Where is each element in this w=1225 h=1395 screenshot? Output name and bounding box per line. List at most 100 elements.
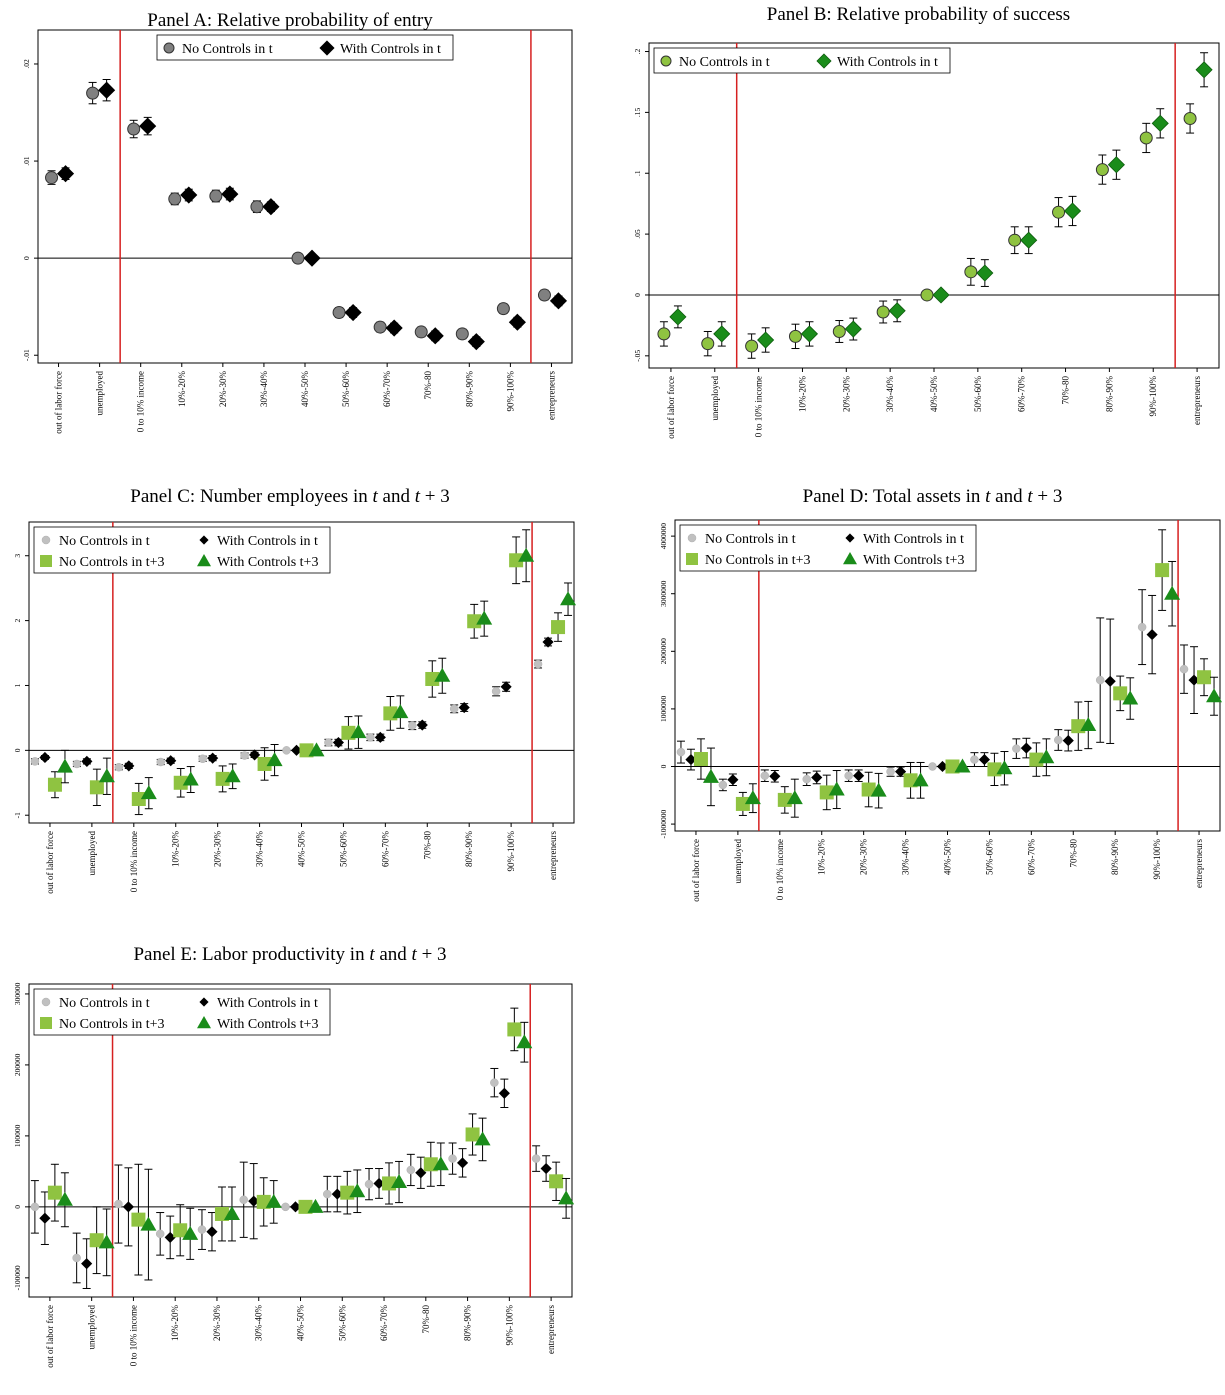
point-no-controls-in-t-30-40 — [886, 767, 895, 776]
point-with-controls-t-3-entrepreneurs — [1206, 688, 1223, 703]
point-no-controls-in-t-out-of-labor-force — [657, 327, 671, 341]
point-no-controls-in-t-60-70 — [1012, 744, 1021, 753]
point-no-controls-in-t-50-60 — [323, 1189, 332, 1199]
point-with-controls-in-t-10-20 — [800, 325, 819, 343]
panel-e-title-plus: + 3 — [416, 944, 447, 965]
point-no-controls-in-t-3-entrepreneurs — [551, 620, 566, 635]
legend-box — [653, 47, 951, 74]
legend-marker-no-controls-in-t-3 — [686, 553, 698, 565]
x-tick-label-out-of-labor-force: out of labor force — [45, 1305, 55, 1368]
point-no-controls-in-t-80-90 — [1095, 163, 1109, 177]
x-tick-label-out-of-labor-force: out of labor force — [666, 376, 676, 439]
x-tick-label-0-to-10-income: 0 to 10% income — [775, 839, 785, 900]
point-with-controls-in-t-70-80 — [426, 327, 444, 345]
panel-d-title-and: and — [990, 486, 1028, 507]
point-with-controls-in-t-unemployed — [98, 81, 116, 99]
x-tick-label-20-30: 20%-30% — [841, 376, 851, 412]
point-no-controls-in-t-unemployed — [72, 759, 82, 769]
point-no-controls-in-t-50-60 — [332, 306, 346, 320]
point-with-controls-in-t-0-to-10-income — [769, 770, 781, 782]
point-with-controls-t-3-0-to-10-income — [140, 785, 157, 800]
point-no-controls-in-t-70-80 — [406, 1165, 416, 1175]
series-with-controls-in-t — [685, 594, 1200, 787]
point-with-controls-in-t-30-40 — [888, 302, 906, 320]
x-tick-label-50-60: 50%-60% — [341, 371, 351, 407]
point-with-controls-t-3-80-90 — [476, 610, 493, 625]
point-with-controls-in-t-unemployed — [81, 755, 93, 767]
legend: No Controls in t With Controls in t — [156, 34, 454, 61]
point-with-controls-t-3-unemployed — [98, 1234, 115, 1249]
series-no-controls-in-t — [657, 103, 1197, 359]
point-no-controls-in-t-10-20 — [802, 774, 811, 784]
x-tick-label-60-70: 60%-70% — [1026, 839, 1036, 875]
legend-label-with-controls-t-3: With Controls t+3 — [217, 1017, 318, 1032]
point-with-controls-t-3-40-50 — [954, 758, 971, 773]
legend-label-no-controls-in-t: No Controls in t — [679, 55, 770, 70]
panel-c-title-text: Panel C: Number employees in — [130, 486, 373, 507]
point-with-controls-t-3-0-to-10-income — [140, 1216, 157, 1231]
x-tick-label-20-30: 20%-30% — [859, 839, 869, 875]
point-with-controls-t-3-70-80 — [434, 667, 451, 682]
point-with-controls-t-3-20-30 — [224, 768, 241, 783]
panel-d-title-text: Panel D: Total assets in — [802, 486, 986, 507]
legend-label-with-controls-in-t: With Controls in t — [837, 55, 938, 70]
point-with-controls-t-3-entrepreneurs — [558, 1190, 575, 1205]
panel-e-title: Panel E: Labor productivity in t and t +… — [0, 944, 580, 966]
y-tick-label: 1000000 — [659, 696, 668, 723]
point-with-controls-t-3-10-20 — [182, 1225, 199, 1240]
x-tick-label-70-80: 70%-80 — [1061, 376, 1071, 405]
plot-frame — [648, 42, 1220, 369]
legend: No Controls in t With Controls in t — [653, 47, 951, 74]
y-tick-label: -.05 — [633, 350, 642, 362]
series-no-controls-in-t-3 — [47, 1007, 564, 1276]
x-tick-label-unemployed: unemployed — [87, 831, 97, 876]
point-with-controls-t-3-30-40 — [266, 752, 283, 767]
point-no-controls-in-t-entrepreneurs — [533, 659, 543, 669]
point-with-controls-t-3-0-to-10-income — [786, 790, 803, 805]
point-no-controls-in-t-70-80 — [1054, 735, 1063, 745]
x-tick-label-70-80: 70%-80 — [423, 371, 433, 400]
point-with-controls-in-t-20-30 — [207, 752, 219, 764]
point-with-controls-in-t-entrepreneurs — [549, 292, 568, 310]
x-tick-label-unemployed: unemployed — [87, 1305, 97, 1350]
x-tick-label-20-30: 20%-30% — [218, 371, 228, 407]
point-no-controls-in-t-40-50 — [928, 762, 937, 771]
panel-d-title: Panel D: Total assets in t and t + 3 — [640, 486, 1225, 508]
x-tick-label-50-60: 50%-60% — [337, 1305, 347, 1341]
point-no-controls-in-t-3-90-100 — [509, 553, 524, 568]
point-with-controls-t-3-60-70 — [1038, 749, 1055, 764]
point-with-controls-in-t-80-90 — [458, 701, 470, 714]
series-with-controls-in-t — [56, 79, 568, 351]
y-tick-label: 2 — [13, 618, 22, 622]
point-with-controls-in-t-unemployed — [727, 774, 739, 786]
point-no-controls-in-t-3-10-20 — [173, 1223, 188, 1238]
point-no-controls-in-t-entrepreneurs — [537, 288, 551, 302]
point-with-controls-t-3-out-of-labor-force — [702, 768, 719, 783]
point-with-controls-in-t-entrepreneurs — [1195, 61, 1213, 79]
point-with-controls-in-t-10-20 — [180, 186, 198, 204]
legend-box — [156, 34, 454, 61]
point-no-controls-in-t-unemployed — [701, 337, 715, 351]
x-tick-label-90-100: 90%-100% — [506, 831, 516, 872]
legend-label-no-controls-in-t-3: No Controls in t+3 — [59, 555, 165, 570]
legend-box — [679, 524, 977, 572]
point-no-controls-in-t-3-out-of-labor-force — [693, 752, 708, 767]
point-with-controls-in-t-90-100 — [508, 313, 526, 331]
x-tick-label-10-20: 10%-20% — [797, 376, 807, 412]
point-no-controls-in-t-0-to-10-income — [760, 771, 770, 780]
point-no-controls-in-t-80-90 — [449, 704, 459, 714]
point-no-controls-in-t-60-70 — [1008, 233, 1022, 247]
point-with-controls-t-3-10-20 — [828, 781, 845, 796]
point-with-controls-in-t-0-to-10-income — [123, 760, 135, 772]
series-no-controls-in-t — [30, 659, 543, 772]
panel-e-title-text: Panel E: Labor productivity in — [133, 944, 370, 965]
point-no-controls-in-t-10-20 — [168, 192, 182, 206]
panel-a-chart: -.01 0 .01 .02 out of labor force unemployed 0… — [22, 29, 573, 434]
point-no-controls-in-t-20-30 — [844, 771, 853, 780]
point-with-controls-t-3-80-90 — [474, 1131, 491, 1146]
legend-marker-with-controls-in-t — [199, 997, 209, 1007]
point-no-controls-in-t-0-to-10-income — [127, 122, 141, 136]
x-tick-label-20-30: 20%-30% — [213, 831, 223, 867]
x-tick-label-70-80: 70%-80 — [421, 1305, 431, 1334]
x-tick-label-90-100: 90%-100% — [1148, 376, 1158, 417]
